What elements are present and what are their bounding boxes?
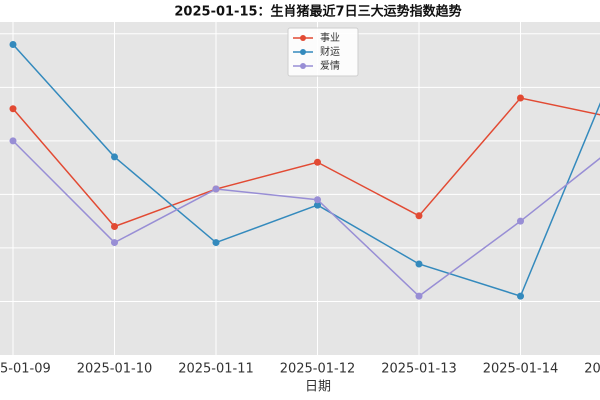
plot-area <box>0 22 600 355</box>
data-point <box>9 137 17 145</box>
data-point <box>314 201 321 209</box>
x-tick-label: 2025-01-13 <box>381 362 457 377</box>
legend-box <box>287 27 359 77</box>
data-point <box>212 239 220 247</box>
x-axis-label: 日期 <box>305 380 331 395</box>
x-tick-label: 2025-01-12 <box>280 362 356 377</box>
data-point <box>314 158 321 166</box>
legend-marker <box>300 35 306 41</box>
data-point <box>111 223 118 231</box>
data-point <box>517 292 524 300</box>
x-tick-label: 2025-01-10 <box>77 362 153 377</box>
legend-label: 爱情 <box>320 59 340 72</box>
chart-title: 2025-01-15：生肖猪最近7日三大运势指数趋势 <box>174 4 461 20</box>
data-point <box>415 292 423 300</box>
data-point <box>415 212 423 220</box>
legend-label: 财运 <box>320 45 340 58</box>
x-tick-label: 2025-01-14 <box>483 362 559 377</box>
data-point <box>9 40 17 48</box>
data-point <box>517 94 524 102</box>
x-tick-label: 2025-01-09 <box>0 362 51 377</box>
data-point <box>314 196 321 204</box>
legend-marker <box>300 49 306 55</box>
data-point <box>111 153 118 161</box>
data-point <box>212 185 220 193</box>
data-point <box>517 217 524 225</box>
legend-label: 事业 <box>320 31 340 44</box>
legend-marker <box>300 63 306 69</box>
data-point <box>111 239 118 247</box>
x-tick-label: 2025-01-11 <box>178 362 254 377</box>
data-point <box>415 260 423 268</box>
data-point <box>9 105 17 113</box>
x-tick-label: 2025-01-15 <box>584 362 600 377</box>
